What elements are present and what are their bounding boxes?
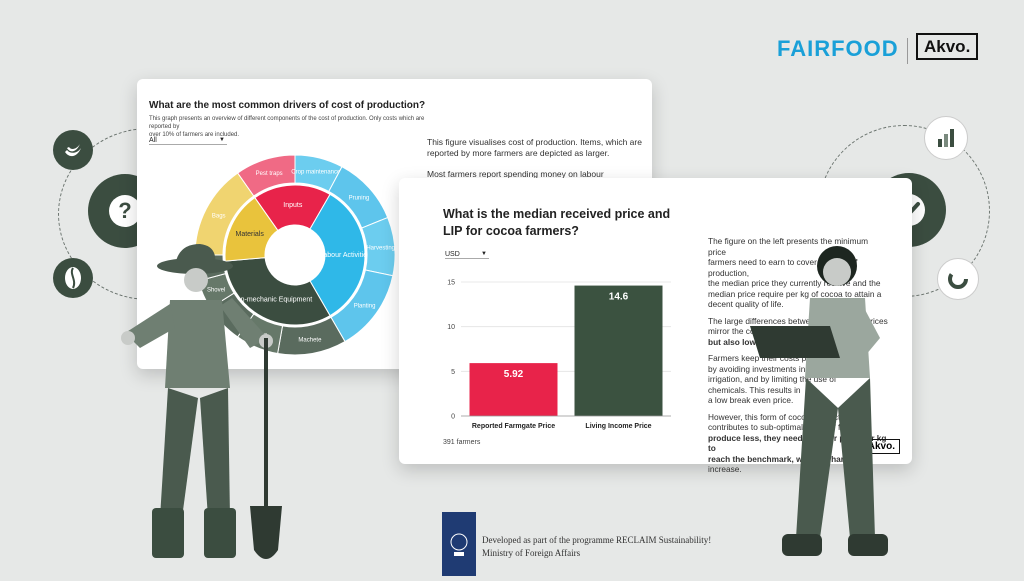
price-bar-chart: 0 5 10 15 5.92 Reported Farmgate Price 14.6 Liv… — [447, 280, 671, 430]
sunburst-inner-segment — [224, 196, 279, 262]
card1-subtitle: This graph presents an overview of diffe… — [149, 115, 439, 139]
bar — [574, 285, 663, 416]
sunburst-outer-label: Bags — [212, 213, 226, 219]
sunburst-outer-label: Machete — [298, 338, 322, 344]
card1-title: What are the most common drivers of cost… — [149, 100, 426, 111]
farmer-with-shovel-illustration — [121, 244, 282, 559]
card2-p3-l3: irrigation, and by limiting the use of — [708, 374, 837, 384]
y-tick-label: 5 — [451, 369, 455, 376]
card2-p4-l2: contributes to sub-optimal yields. If fa… — [708, 422, 867, 432]
card2-p1-l1: The figure on the left presents the mini… — [708, 236, 869, 257]
card2-p3-l4: chemicals. This results in — [708, 384, 801, 395]
card1-subtitle-line2: over 10% of farmers are included. — [149, 132, 240, 138]
y-tick-label: 10 — [447, 324, 455, 331]
x-category-label: Living Income Price — [585, 423, 651, 430]
akvo-logo: Akvo. — [916, 33, 979, 60]
x-category-label: Reported Farmgate Price — [472, 423, 555, 430]
card2-title-line1: What is the median received price and — [443, 207, 671, 221]
card2-p2-l3: but also low yields. — [708, 336, 785, 347]
chevron-down-icon: ▼ — [219, 137, 225, 143]
card2-p4-l4: reach the benchmark, which is harder to — [708, 453, 868, 464]
y-tick-label: 0 — [451, 414, 455, 421]
sunburst-inner-label: Labour Activities — [320, 252, 371, 259]
card2-p1-l4: median price require per kg of cocoa to … — [708, 288, 882, 299]
bar — [469, 363, 558, 416]
banana-icon — [53, 130, 93, 170]
card2-title-line2: LIP for cocoa farmers? — [443, 224, 579, 238]
footer-text: Developed as part of the programme RECLA… — [482, 534, 711, 560]
sunburst-outer-label: Crop maintenance — [291, 170, 341, 176]
card2-p2-l1: The large differences between these thre… — [708, 315, 888, 326]
svg-text:?: ? — [118, 198, 131, 223]
coffee-bean-icon — [53, 258, 93, 298]
card2-p3-l2: by avoiding investments in inputs and — [708, 363, 846, 374]
sunburst-inner-label: Materials — [235, 231, 264, 238]
farmer-count-footnote: 391 farmers — [443, 439, 481, 446]
card1-text-line1: This figure visualises cost of productio… — [427, 137, 642, 147]
card1-subtitle-line1: This graph presents an overview of diffe… — [149, 116, 425, 130]
bar-value-label: 5.92 — [504, 369, 524, 380]
farmer-filter-value: All — [149, 137, 157, 144]
woman-with-laptop-illustration — [750, 246, 888, 556]
chevron-down-icon: ▼ — [481, 251, 487, 257]
card1-description: This figure visualises cost of productio… — [427, 137, 647, 180]
bar-value-label: 14.6 — [609, 292, 629, 303]
donut-chart-icon — [937, 258, 979, 300]
sunburst-outer-label: Planting — [354, 304, 376, 310]
card2-akvo-mark: Akvo. — [862, 436, 900, 454]
footer-line1: Developed as part of the programme RECLA… — [482, 535, 712, 545]
card2-p4-l3: produce less, they need a higher price p… — [708, 432, 887, 454]
card2-p4-l1: However, this form of cocoa production — [708, 411, 852, 422]
y-tick-label: 15 — [447, 280, 455, 287]
sunburst-inner-segment — [309, 193, 366, 317]
sunburst-outer-segment — [194, 172, 255, 256]
sunburst-inner-label: Inputs — [283, 202, 303, 209]
sunburst-outer-label: Harvesting — [366, 246, 395, 252]
farmer-filter-select[interactable]: All ▼ — [149, 137, 227, 145]
card2-p1-l2: farmers need to earn to cover the cost o… — [708, 257, 858, 278]
sunburst-inner-label: Non-mechanic Equipment — [232, 296, 313, 303]
sunburst-outer-label: Pruning — [349, 195, 370, 201]
logo-divider — [907, 38, 908, 64]
bar-chart-icon — [924, 116, 968, 160]
ministry-emblem — [442, 512, 476, 576]
fairfood-logo: FAIRFOOD — [777, 36, 899, 61]
currency-select[interactable]: USD ▼ — [445, 251, 489, 259]
sunburst-inner-segment — [224, 257, 331, 326]
footer-line2: Ministry of Foreign Affairs — [482, 548, 581, 558]
card2-description: The figure on the left presents the mini… — [708, 236, 888, 475]
card2-title: What is the median received price and LI… — [443, 206, 670, 240]
card2-p4-l5: increase. — [708, 464, 742, 474]
sunburst-outer-label: Pest traps — [256, 171, 283, 177]
card2-p3-l5: a low break even price. — [708, 395, 794, 405]
currency-value: USD — [445, 251, 460, 258]
card2-p1-l5: decent quality of life. — [708, 299, 784, 309]
card1-text-line2: reported by more farmers are depicted as… — [427, 148, 610, 158]
card1-text-line3: Most farmers report spending money on la… — [427, 169, 604, 179]
card2-p1-l3: the median price they currently receive … — [708, 278, 881, 288]
sunburst-outer-label: Shovel — [207, 287, 225, 293]
